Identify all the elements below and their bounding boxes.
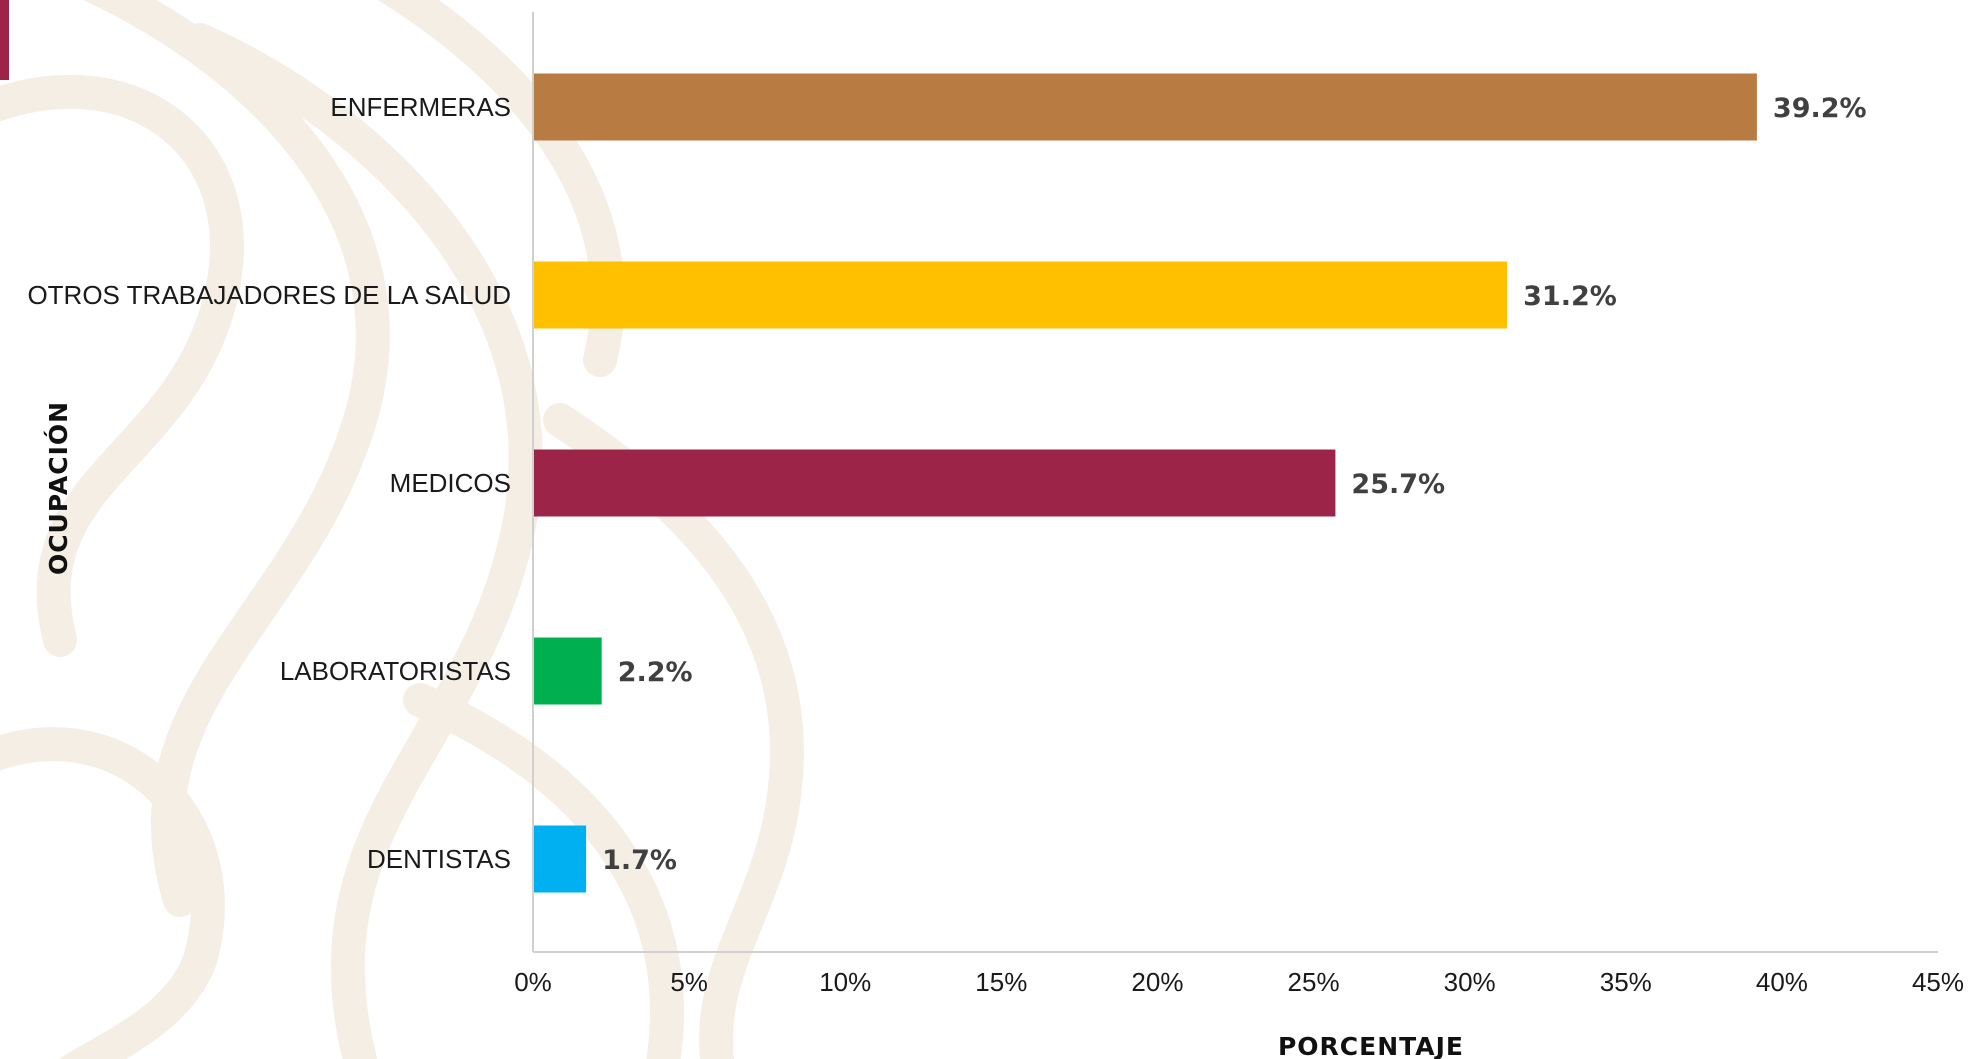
value-label: 25.7% xyxy=(1351,469,1445,500)
bar-medicos xyxy=(533,449,1336,517)
bar-enfermeras xyxy=(533,73,1757,141)
bar-otros-trabajadores-de-la-salud xyxy=(533,261,1508,329)
value-label: 1.7% xyxy=(602,845,677,876)
value-label: 2.2% xyxy=(618,657,693,688)
category-label: LABORATORISTAS xyxy=(280,656,511,686)
y-axis-title: OCUPACIÓN xyxy=(43,401,73,575)
x-axis-title: PORCENTAJE xyxy=(1278,1032,1464,1059)
x-tick-label: 40% xyxy=(1756,967,1808,997)
x-tick-label: 25% xyxy=(1288,967,1340,997)
bar-dentistas xyxy=(533,825,587,893)
accent-tab xyxy=(0,0,9,80)
category-label: ENFERMERAS xyxy=(330,92,511,122)
x-tick-label: 30% xyxy=(1444,967,1496,997)
value-label: 31.2% xyxy=(1523,281,1617,312)
x-tick-label: 5% xyxy=(670,967,708,997)
x-tick-label: 20% xyxy=(1131,967,1183,997)
x-tick-label: 0% xyxy=(514,967,552,997)
category-label: OTROS TRABAJADORES DE LA SALUD xyxy=(27,280,511,310)
bar-laboratoristas xyxy=(533,637,602,705)
x-tick-label: 35% xyxy=(1600,967,1652,997)
category-label: MEDICOS xyxy=(390,468,511,498)
x-tick-label: 15% xyxy=(975,967,1027,997)
value-label: 39.2% xyxy=(1773,93,1867,124)
x-tick-label: 10% xyxy=(819,967,871,997)
x-tick-label: 45% xyxy=(1912,967,1964,997)
category-label: DENTISTAS xyxy=(367,844,511,874)
